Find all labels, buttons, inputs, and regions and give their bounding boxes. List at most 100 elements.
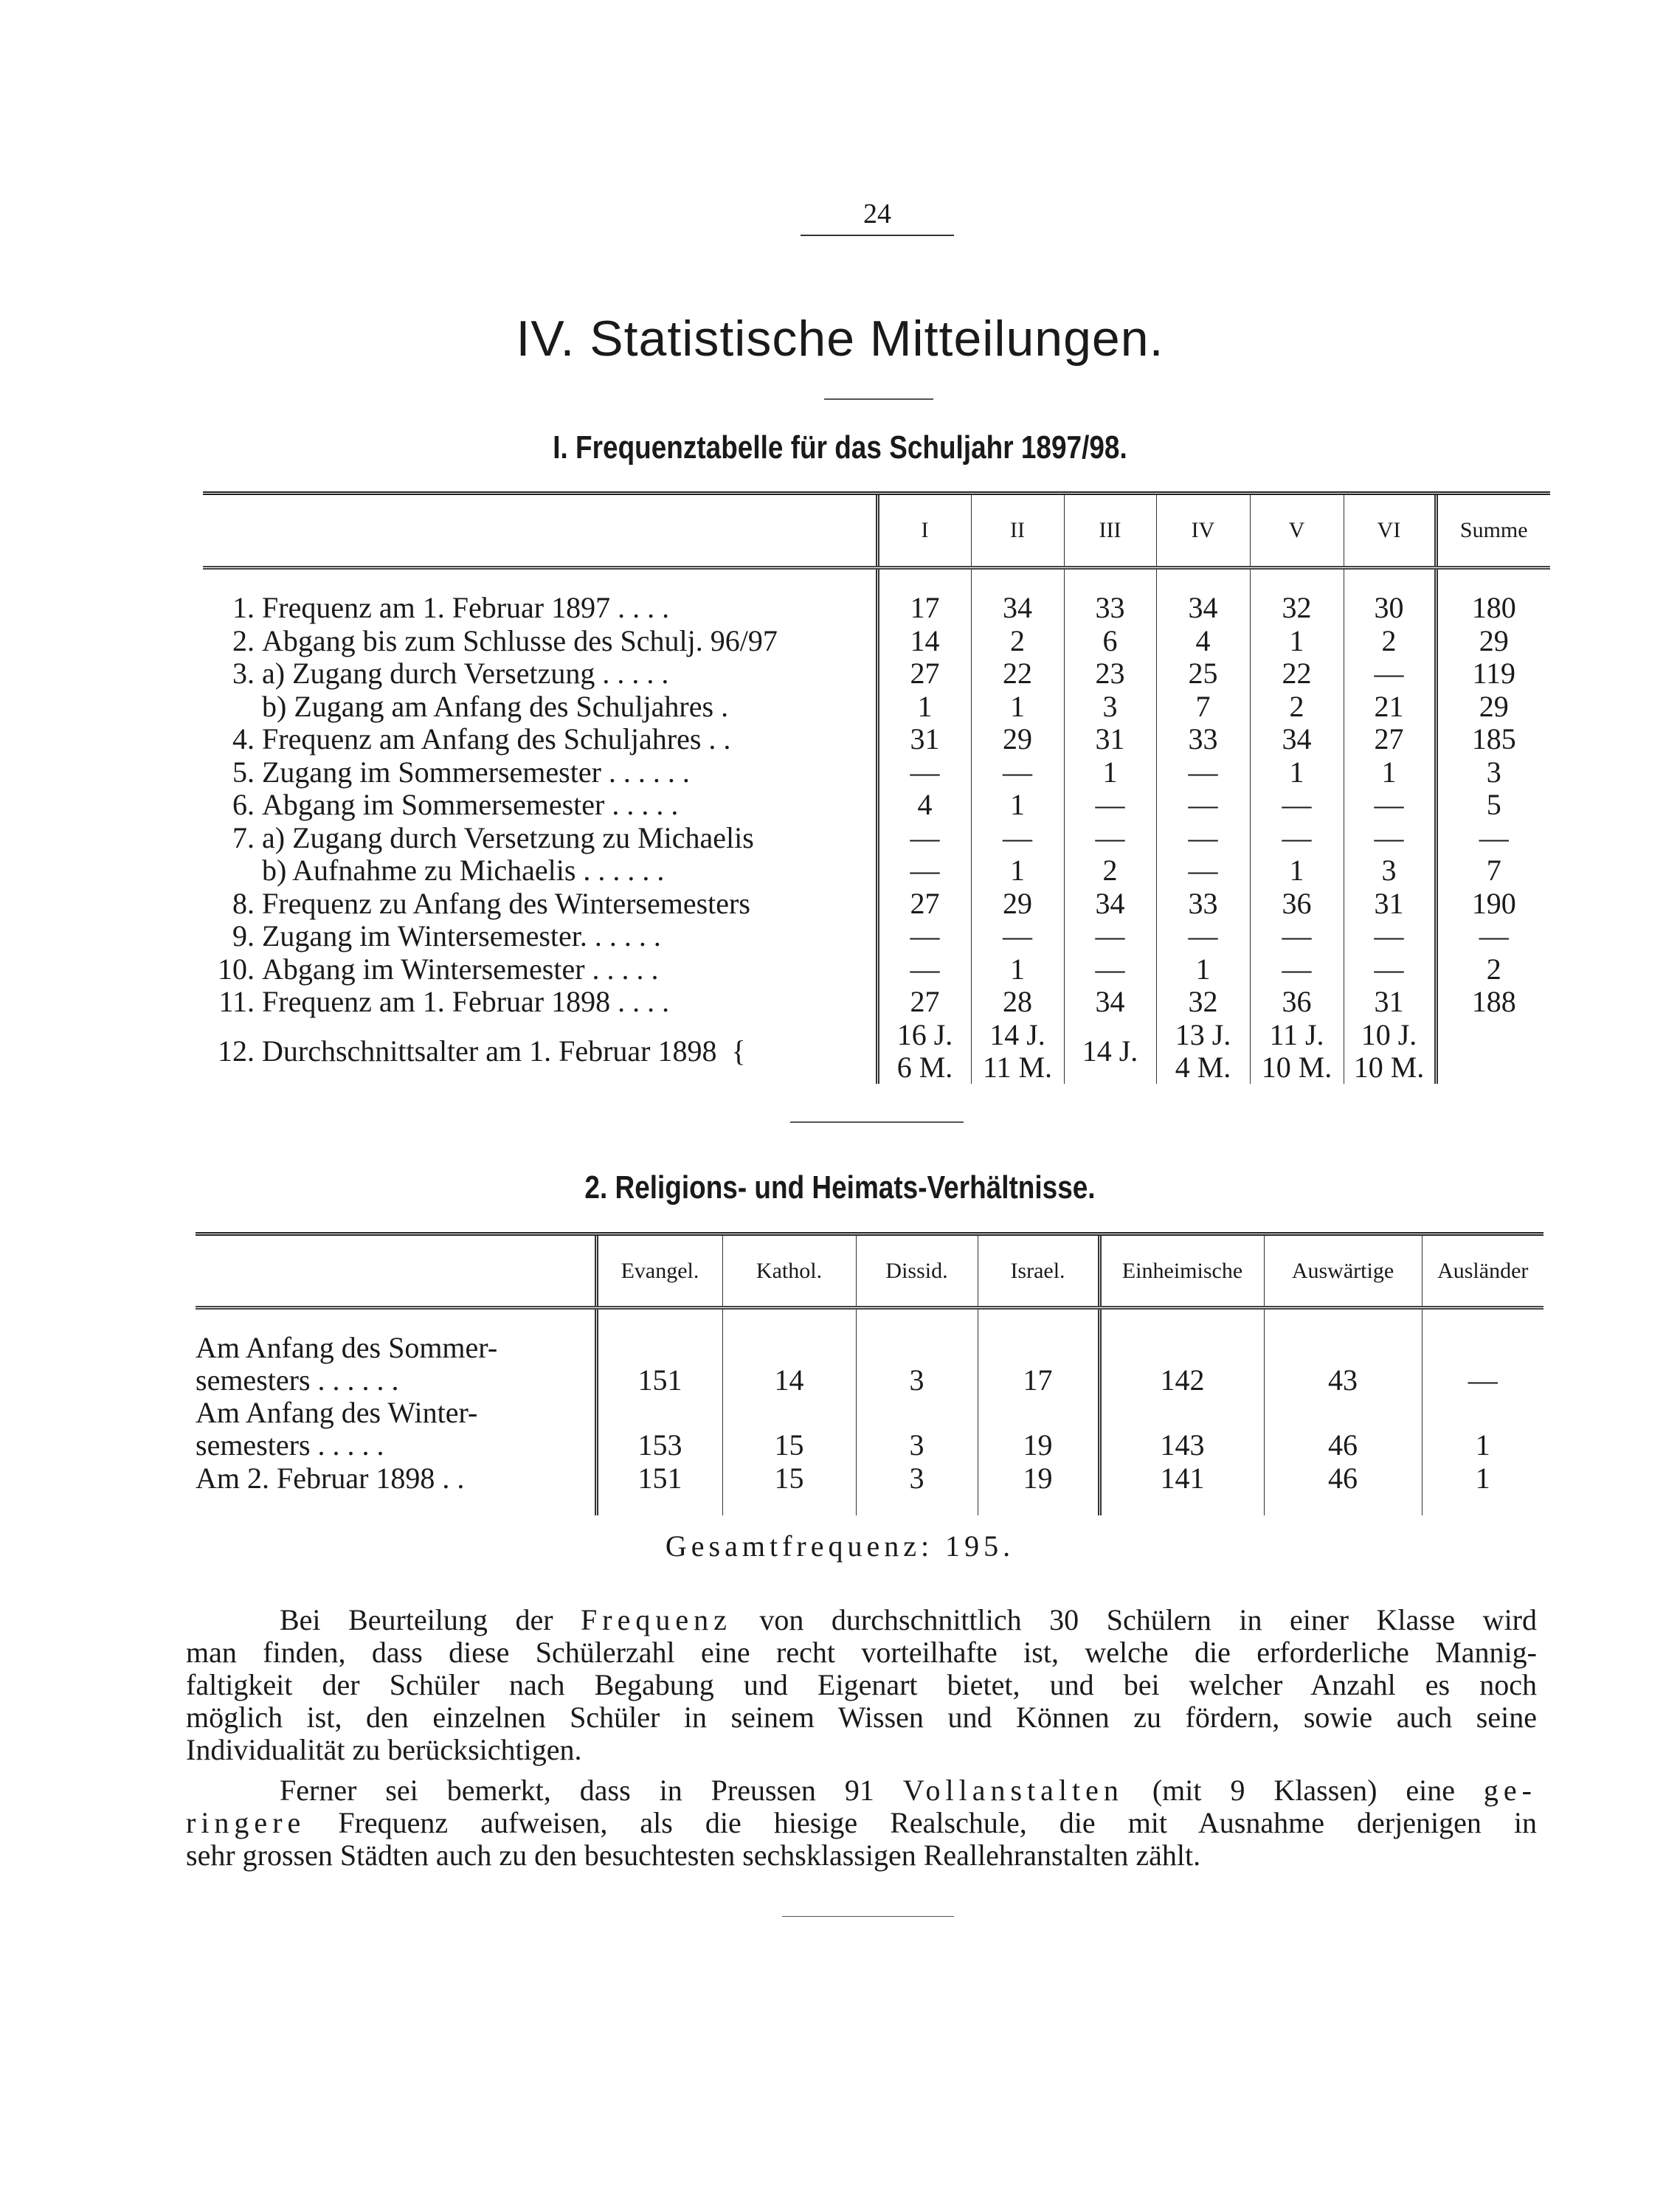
table-row: 6. Abgang im Sommersemester . . . . . 4 1— —… xyxy=(203,789,1550,822)
column-header: Einheimische xyxy=(1097,1232,1264,1310)
cell-value: 22 xyxy=(1249,657,1344,691)
cell-value: — xyxy=(1249,920,1344,953)
row-label-cell: 2. Abgang bis zum Schlusse des Schulj. 96… xyxy=(203,623,877,658)
cell-value: — xyxy=(1249,952,1344,986)
spacer-cell xyxy=(1155,567,1250,592)
text-line: ringere Frequenz aufweisen, als die hies… xyxy=(186,1807,1537,1839)
cell-value: — xyxy=(1343,952,1436,986)
cell-value: 2 xyxy=(1249,690,1344,723)
row-label-cell: 6. Abgang im Sommersemester . . . . . xyxy=(203,789,877,822)
cell-value: — xyxy=(970,920,1064,953)
cell-value: — xyxy=(970,821,1064,854)
row-label: Durchschnittsalter am 1. Februar 1898 { xyxy=(262,1034,746,1068)
cell-value: — xyxy=(875,952,971,986)
paragraph-2: Ferner sei bemerkt, dass in Preussen 91 … xyxy=(186,1774,1537,1872)
spacer-cell xyxy=(970,567,1064,592)
row-label: a) Zugang durch Versetzung . . . . . xyxy=(262,657,669,691)
cell-value: — xyxy=(1155,789,1250,822)
cell-value: 180 xyxy=(1434,592,1550,625)
cell-value: — xyxy=(1434,821,1550,854)
cell-value: 1 xyxy=(1063,755,1156,789)
row-label-cell: b) Aufnahme zu Michaelis . . . . . . xyxy=(203,854,877,888)
page-title: IV. Statistische Mitteilungen. xyxy=(516,311,1164,367)
text-line: faltigkeit der Schüler nach Begabung und… xyxy=(186,1669,1537,1701)
column-header: Summe xyxy=(1434,491,1550,570)
spacer-cell xyxy=(855,1495,978,1515)
cell-value: — xyxy=(1249,789,1344,822)
text-segment: Bei Beurteilung der xyxy=(280,1603,581,1636)
table-row: Am Anfang des Winter- semesters . . . . … xyxy=(196,1397,1544,1462)
cell-value: — xyxy=(1249,821,1344,854)
cell-value: 10 J. 10 M. xyxy=(1343,1018,1436,1084)
cell-value: 46 xyxy=(1263,1397,1422,1462)
section-title-religion-table: 2. Religions- und Heimats-Verhältnisse. xyxy=(584,1169,1096,1206)
cell-value: 5 xyxy=(1434,789,1550,822)
row-label: Abgang bis zum Schlusse des Schulj. 96/9… xyxy=(262,623,778,657)
cell-value: 17 xyxy=(875,592,971,625)
cell-value: — xyxy=(1421,1307,1544,1397)
cell-value: 30 xyxy=(1343,592,1436,625)
column-header: II xyxy=(970,491,1064,570)
cell-value: 119 xyxy=(1434,657,1550,691)
header-label-blank xyxy=(196,1232,596,1310)
cell-value: 2 xyxy=(1343,624,1436,657)
row-label-cell: 9. Zugang im Wintersemester. . . . . . xyxy=(203,920,877,953)
column-header: IV xyxy=(1155,491,1250,570)
cell-value: 27 xyxy=(875,657,971,691)
cell-value xyxy=(1434,1018,1550,1084)
text-segment: möglich ist, den einzelnen Schüler in se… xyxy=(186,1701,1537,1734)
cell-value: 32 xyxy=(1155,986,1250,1019)
cell-value: 34 xyxy=(1063,986,1156,1019)
cell-value: 21 xyxy=(1343,690,1436,723)
cell-value: 29 xyxy=(970,723,1064,756)
section-title-frequency-table: I. Frequenztabelle für das Schuljahr 189… xyxy=(553,429,1127,466)
spacer-cell xyxy=(875,567,971,592)
cell-value: 33 xyxy=(1155,723,1250,756)
row-label-cell: 4. Frequenz am Anfang des Schuljahres . . xyxy=(203,723,877,756)
row-label: a) Zugang durch Versetzung zu Michaelis xyxy=(262,820,754,854)
row-label: Frequenz am 1. Februar 1898 . . . . xyxy=(262,985,670,1019)
cell-value: 2 xyxy=(1063,854,1156,888)
cell-value: 27 xyxy=(1343,723,1436,756)
row-number: 4. xyxy=(232,722,255,756)
text-segment: (mit 9 Klassen) eine xyxy=(1123,1774,1484,1807)
cell-value: 2 xyxy=(1434,952,1550,986)
cell-value: — xyxy=(1155,854,1250,888)
spacer-cell xyxy=(594,1495,722,1515)
column-header: Israel. xyxy=(977,1232,1099,1310)
cell-value: 29 xyxy=(970,887,1064,920)
column-header: Auswärtige xyxy=(1263,1232,1422,1310)
text-segment: Individualität zu berücksichtigen. xyxy=(186,1733,582,1766)
row-number: 11. xyxy=(218,985,255,1019)
row-number: 2. xyxy=(232,623,255,657)
text-segment: von durchschnittlich 30 Schülern in eine… xyxy=(731,1603,1537,1636)
cell-value: 43 xyxy=(1263,1307,1422,1397)
spacer-row xyxy=(203,567,1550,592)
row-number: 3. xyxy=(232,657,255,691)
row-label-cell: 8. Frequenz zu Anfang des Wintersemesters xyxy=(203,887,877,921)
spaced-word: ringere xyxy=(186,1806,306,1839)
frequency-table: I II III IV V VI Summe 1. Frequenz am 1. Februa… xyxy=(203,491,1550,1084)
cell-value: 2 xyxy=(970,624,1064,657)
cell-value: 3 xyxy=(1434,755,1550,789)
cell-value: 142 xyxy=(1097,1307,1264,1397)
cell-value: 32 xyxy=(1249,592,1344,625)
cell-value: 11 J. 10 M. xyxy=(1249,1018,1344,1084)
cell-value: 1 xyxy=(1343,755,1436,789)
cell-value: 29 xyxy=(1434,690,1550,723)
page-number: 24 xyxy=(801,198,954,236)
cell-value: 4 xyxy=(1155,624,1250,657)
column-header: III xyxy=(1063,491,1156,570)
text-line: sehr grossen Städten auch zu den besucht… xyxy=(186,1839,1537,1872)
cell-value: 4 xyxy=(875,789,971,822)
spacer-cell xyxy=(1421,1495,1544,1515)
row-label-cell: 5. Zugang im Sommersemester . . . . . . xyxy=(203,755,877,789)
cell-value: 1 xyxy=(970,690,1064,723)
spacer-cell xyxy=(203,568,877,592)
cell-value: 25 xyxy=(1155,657,1250,691)
row-number: 6. xyxy=(232,788,255,822)
row-number: 1. xyxy=(232,591,255,625)
text-line: Ferner sei bemerkt, dass in Preussen 91 … xyxy=(186,1774,1537,1807)
table-row: 11. Frequenz am 1. Februar 1898 . . . . 27… xyxy=(203,986,1550,1019)
cell-value: 7 xyxy=(1434,854,1550,888)
